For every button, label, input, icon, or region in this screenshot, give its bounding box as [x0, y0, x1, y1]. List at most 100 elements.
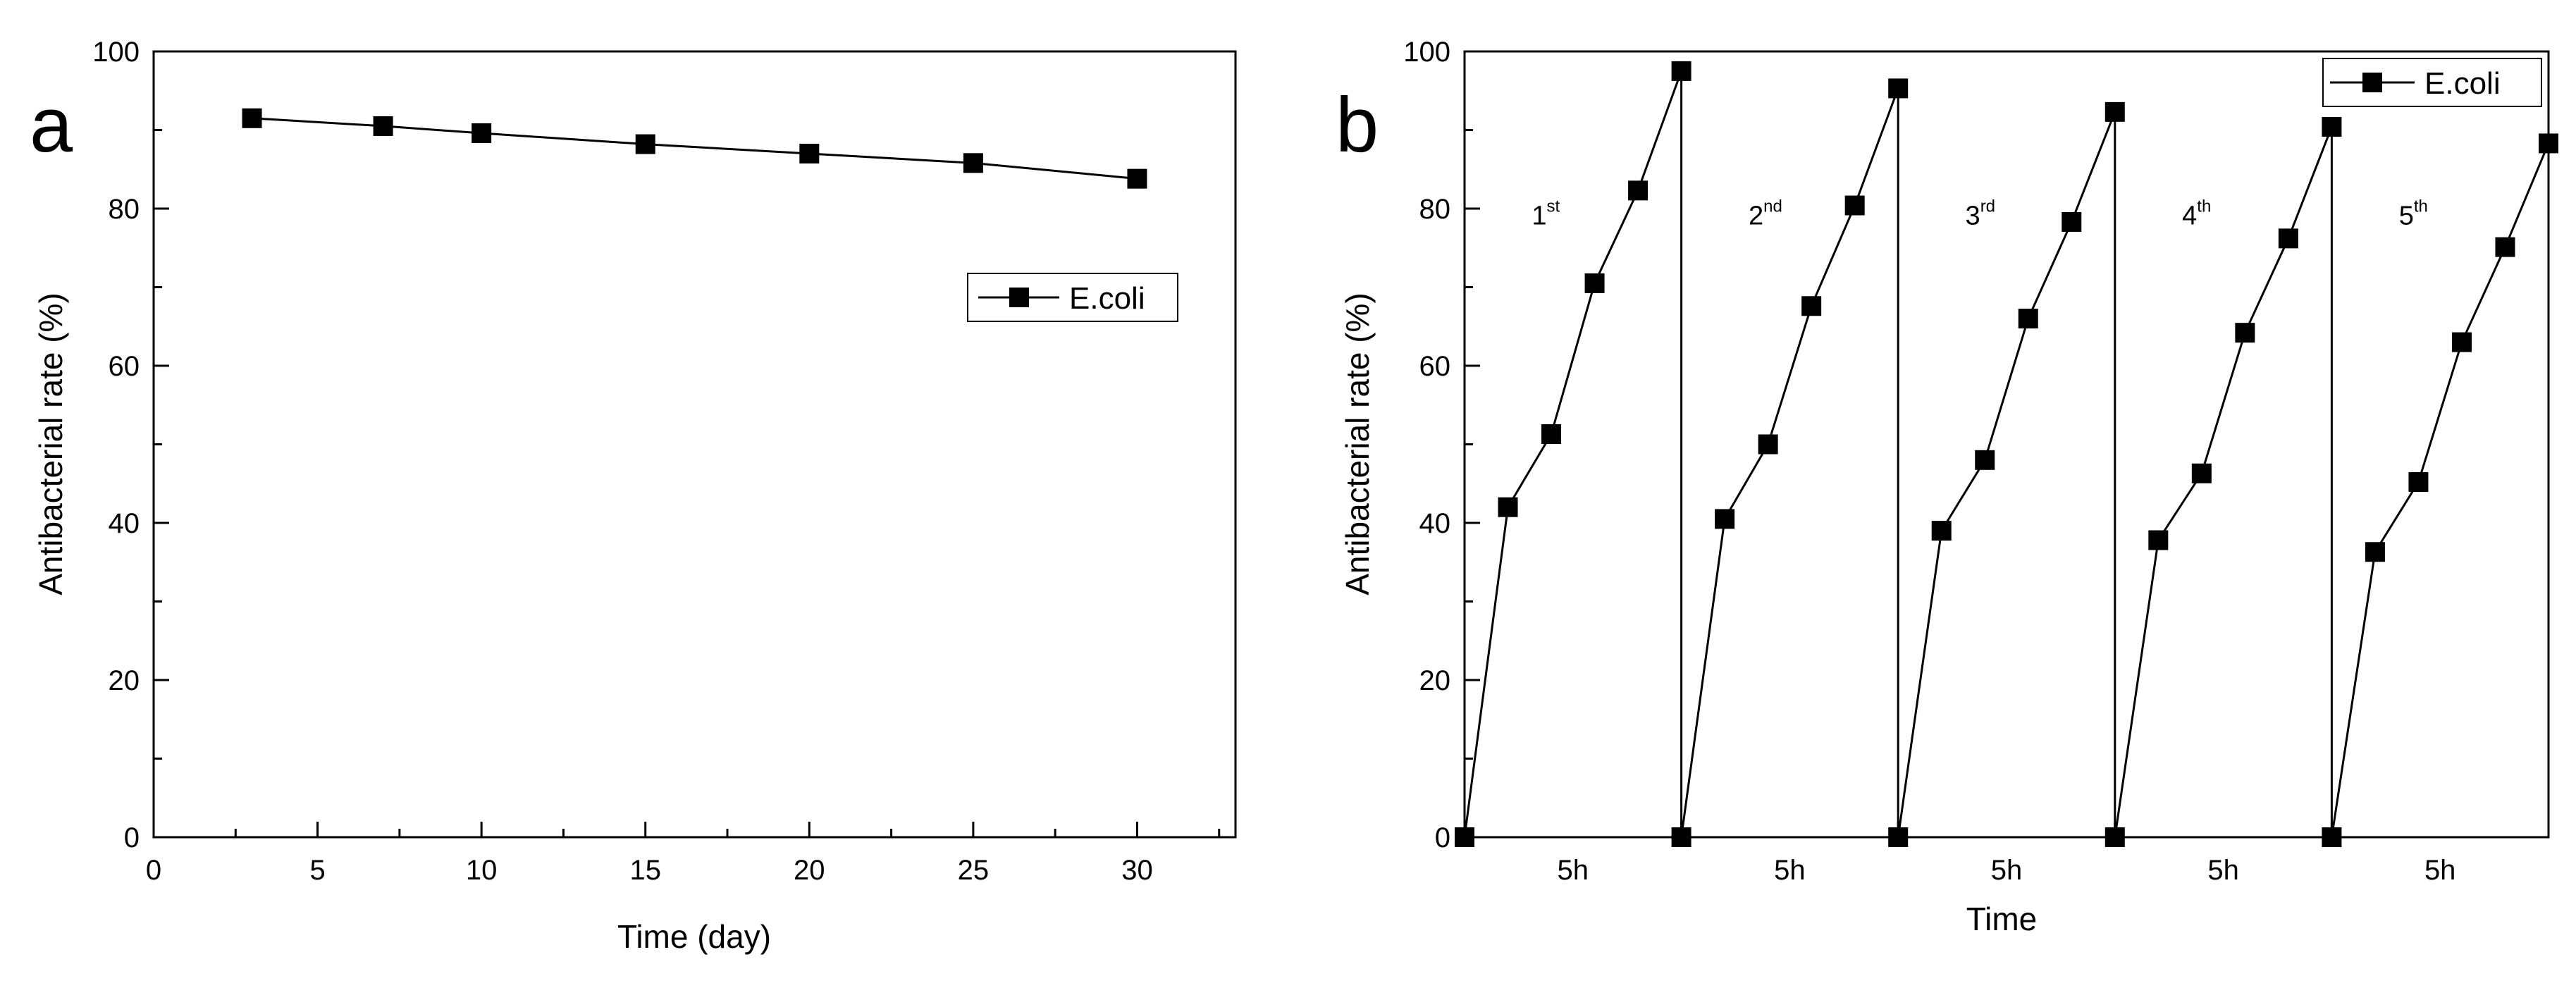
- panel-b-y-axis-title: Antibacterial rate (%): [1339, 292, 1376, 595]
- ecoli-data-point: [1844, 195, 1865, 216]
- ecoli-data-point: [1975, 450, 1995, 470]
- ecoli-data-point: [2235, 323, 2255, 343]
- panel-a-x-axis-title: Time (day): [617, 918, 771, 955]
- y-tick-label: 60: [1419, 351, 1451, 382]
- ecoli-data-point: [2451, 332, 2472, 352]
- ecoli-data-point: [1715, 509, 1735, 529]
- ecoli-data-point: [1498, 497, 1518, 517]
- panel-a-series-ecoli: [242, 108, 1147, 189]
- panel-a-legend: E.coli: [967, 273, 1178, 322]
- x-tick-label: 20: [794, 855, 825, 886]
- ecoli-data-point: [1584, 273, 1605, 293]
- cycle-label-suffix: nd: [1763, 197, 1782, 216]
- ecoli-data-point: [1801, 296, 1822, 316]
- ecoli-data-point: [2495, 237, 2515, 257]
- panel-a-ticks: 0 20 40 60 80 100 0 5 10 15 20 25 30: [92, 37, 1221, 886]
- ecoli-data-point: [2148, 530, 2169, 550]
- cycle-label: 5th: [2399, 197, 2428, 230]
- ecoli-data-point: [1888, 78, 1909, 99]
- panel-b-cycle-labels: 1st 2nd 3rd 4th 5th: [1532, 197, 2428, 230]
- cycle-label-number: 1: [1532, 201, 1546, 230]
- ecoli-data-point: [373, 116, 393, 136]
- y-tick-label: 100: [92, 37, 140, 68]
- panel-a-legend-label: E.coli: [1069, 281, 1145, 316]
- y-tick-label: 20: [109, 665, 140, 696]
- cycle-label: 1st: [1532, 197, 1560, 230]
- x-tick-label: 10: [466, 855, 498, 886]
- x-tick-label: 15: [629, 855, 661, 886]
- ecoli-data-point: [2322, 117, 2342, 137]
- y-tick-label: 0: [1435, 822, 1450, 853]
- segment-label: 5h: [1991, 855, 2023, 886]
- y-tick-label: 0: [124, 822, 140, 853]
- ecoli-data-point: [799, 143, 820, 163]
- cycle-label-number: 4: [2182, 201, 2197, 230]
- ecoli-data-point: [2191, 463, 2212, 483]
- ecoli-data-point: [2322, 827, 2342, 847]
- x-tick-label: 0: [146, 855, 161, 886]
- panel-b-series-ecoli: [1455, 61, 2558, 847]
- y-tick-label: 40: [1419, 508, 1451, 539]
- ecoli-data-point: [1127, 168, 1147, 189]
- segment-label: 5h: [1558, 855, 1589, 886]
- y-tick-label: 80: [1419, 194, 1451, 225]
- cycle-label: 4th: [2182, 197, 2211, 230]
- ecoli-data-point: [963, 153, 983, 173]
- panel-b-x-axis-title: Time: [1966, 901, 2038, 937]
- y-tick-label: 60: [109, 351, 140, 382]
- ecoli-data-point: [1931, 521, 1952, 541]
- panel-a: a 0 20 40 60 80 100 0 5 10 15 20 25 30 Time (day) An…: [30, 37, 1237, 955]
- ecoli-data-point: [2104, 827, 2125, 847]
- ecoli-data-point: [2365, 542, 2385, 562]
- x-tick-label: 30: [1121, 855, 1153, 886]
- ecoli-data-point: [1671, 61, 1691, 81]
- ecoli-data-point: [2408, 472, 2429, 493]
- panel-b-ticks: 0 20 40 60 80 100 5h 5h 5h 5h 5h: [1403, 37, 2455, 886]
- ecoli-data-point: [1758, 434, 1778, 455]
- cycle-label-suffix: st: [1546, 197, 1560, 216]
- y-tick-label: 40: [109, 508, 140, 539]
- panel-b-legend: E.coli: [2322, 58, 2542, 107]
- segment-label: 5h: [1774, 855, 1806, 886]
- panel-a-y-axis-title: Antibacterial rate (%): [32, 292, 69, 595]
- cycle-label-suffix: rd: [1980, 197, 1995, 216]
- y-tick-label: 100: [1403, 37, 1450, 68]
- segment-label: 5h: [2424, 855, 2456, 886]
- x-tick-label: 25: [958, 855, 990, 886]
- panel-a-legend-marker: [1009, 288, 1029, 307]
- ecoli-data-point: [2104, 101, 2125, 122]
- ecoli-data-point: [1671, 827, 1691, 847]
- x-tick-label: 5: [309, 855, 325, 886]
- ecoli-data-point: [1628, 180, 1648, 201]
- ecoli-data-point: [1888, 827, 1909, 847]
- cycle-label-suffix: th: [2197, 197, 2211, 216]
- panel-b-legend-marker: [2362, 73, 2382, 92]
- cycle-label-suffix: th: [2414, 197, 2428, 216]
- cycle-label-number: 5: [2399, 201, 2414, 230]
- ecoli-data-point: [2539, 133, 2558, 154]
- cycle-label-number: 2: [1749, 201, 1763, 230]
- ecoli-data-point: [1541, 424, 1562, 445]
- y-tick-label: 20: [1419, 665, 1451, 696]
- panel-b-plot-frame: [1463, 50, 2550, 839]
- ecoli-data-point: [2278, 228, 2298, 249]
- panel-a-plot-frame: [152, 50, 1237, 839]
- cycle-label: 2nd: [1749, 197, 1782, 230]
- y-tick-label: 80: [109, 194, 140, 225]
- ecoli-data-point: [472, 123, 492, 143]
- ecoli-data-point: [635, 134, 655, 154]
- ecoli-data-point: [242, 108, 262, 128]
- panel-a-letter: a: [30, 82, 73, 168]
- cycle-label: 3rd: [1966, 197, 1995, 230]
- ecoli-data-point: [2062, 211, 2082, 232]
- ecoli-data-point: [1455, 827, 1474, 847]
- ecoli-series-line: [1463, 70, 2550, 838]
- panel-b-legend-label: E.coli: [2424, 66, 2501, 101]
- cycle-label-number: 3: [1966, 201, 1980, 230]
- ecoli-data-point: [2018, 309, 2038, 329]
- panel-b-letter: b: [1336, 82, 1379, 168]
- segment-label: 5h: [2207, 855, 2239, 886]
